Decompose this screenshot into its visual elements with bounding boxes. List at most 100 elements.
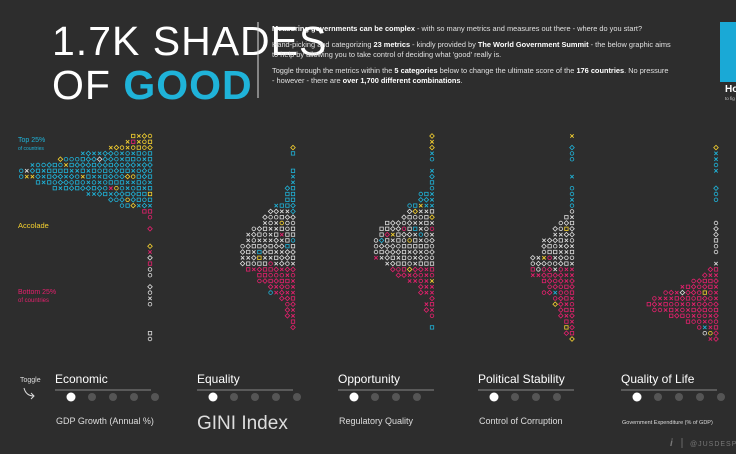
country-mark[interactable] — [47, 180, 52, 185]
country-mark[interactable] — [389, 220, 396, 226]
country-mark[interactable] — [429, 173, 435, 180]
country-mark[interactable] — [290, 186, 296, 191]
country-mark[interactable] — [690, 283, 697, 290]
country-mark[interactable] — [696, 307, 703, 313]
country-mark[interactable] — [69, 162, 74, 168]
country-mark[interactable] — [239, 260, 246, 267]
country-mark[interactable] — [278, 254, 285, 261]
country-mark[interactable] — [267, 283, 274, 290]
country-mark[interactable] — [97, 174, 102, 179]
country-mark[interactable] — [713, 290, 719, 295]
country-mark[interactable] — [379, 249, 384, 255]
country-mark[interactable] — [85, 156, 92, 163]
country-mark[interactable] — [702, 307, 707, 313]
country-mark[interactable] — [424, 203, 429, 208]
country-mark[interactable] — [412, 208, 419, 215]
country-mark[interactable] — [407, 203, 412, 208]
country-mark[interactable] — [86, 191, 91, 197]
country-mark[interactable] — [91, 174, 97, 179]
country-mark[interactable] — [290, 214, 296, 221]
country-mark[interactable] — [30, 174, 35, 179]
country-mark[interactable] — [536, 273, 541, 278]
country-mark[interactable] — [418, 238, 423, 243]
country-mark[interactable] — [290, 191, 296, 197]
country-mark[interactable] — [80, 151, 85, 156]
country-mark[interactable] — [413, 244, 418, 249]
country-mark[interactable] — [401, 261, 407, 266]
country-mark[interactable] — [713, 231, 719, 238]
country-mark[interactable] — [246, 232, 251, 237]
country-mark[interactable] — [142, 139, 147, 144]
country-mark[interactable] — [713, 225, 719, 232]
country-mark[interactable] — [257, 261, 262, 266]
country-mark[interactable] — [285, 226, 290, 231]
country-mark[interactable] — [256, 266, 263, 273]
country-mark[interactable] — [274, 226, 279, 231]
country-mark[interactable] — [142, 197, 147, 202]
country-mark[interactable] — [142, 157, 147, 162]
country-mark[interactable] — [147, 168, 153, 173]
country-mark[interactable] — [35, 168, 41, 173]
country-mark[interactable] — [646, 302, 651, 307]
country-mark[interactable] — [284, 295, 291, 302]
country-mark[interactable] — [125, 157, 130, 162]
country-mark[interactable] — [75, 168, 80, 173]
country-mark[interactable] — [552, 283, 559, 290]
country-mark[interactable] — [102, 180, 108, 185]
country-mark[interactable] — [713, 307, 719, 313]
country-mark[interactable] — [35, 173, 41, 180]
country-mark[interactable] — [541, 278, 547, 284]
country-mark[interactable] — [702, 278, 707, 284]
country-mark[interactable] — [41, 162, 46, 168]
country-mark[interactable] — [385, 261, 390, 266]
country-mark[interactable] — [147, 254, 153, 261]
country-mark[interactable] — [130, 174, 136, 179]
country-mark[interactable] — [79, 162, 86, 168]
country-mark[interactable] — [285, 302, 290, 307]
country-mark[interactable] — [558, 284, 563, 289]
country-mark[interactable] — [373, 255, 379, 260]
country-mark[interactable] — [541, 290, 547, 295]
country-mark[interactable] — [262, 238, 268, 243]
country-mark[interactable] — [136, 162, 141, 168]
country-mark[interactable] — [136, 133, 141, 139]
country-mark[interactable] — [685, 284, 691, 289]
country-mark[interactable] — [417, 266, 424, 273]
country-mark[interactable] — [251, 238, 256, 243]
country-mark[interactable] — [97, 151, 102, 156]
country-mark[interactable] — [63, 174, 69, 179]
country-mark[interactable] — [257, 255, 262, 260]
country-mark[interactable] — [142, 191, 147, 197]
country-mark[interactable] — [35, 162, 41, 168]
country-mark[interactable] — [557, 312, 564, 319]
country-mark[interactable] — [412, 272, 419, 279]
country-mark[interactable] — [547, 261, 552, 266]
metric-dot[interactable] — [109, 393, 117, 401]
country-mark[interactable] — [557, 278, 564, 284]
country-mark[interactable] — [569, 244, 575, 249]
country-mark[interactable] — [147, 336, 153, 342]
country-mark[interactable] — [553, 267, 558, 272]
country-mark[interactable] — [279, 278, 284, 284]
country-mark[interactable] — [285, 284, 290, 289]
country-mark[interactable] — [285, 220, 290, 226]
country-mark[interactable] — [429, 203, 435, 208]
country-mark[interactable] — [141, 202, 148, 209]
metric-dot[interactable] — [632, 392, 642, 402]
country-mark[interactable] — [541, 238, 547, 243]
country-mark[interactable] — [91, 156, 97, 163]
country-mark[interactable] — [553, 232, 558, 237]
country-mark[interactable] — [564, 215, 569, 220]
country-mark[interactable] — [424, 261, 429, 266]
country-mark[interactable] — [679, 289, 686, 296]
country-mark[interactable] — [406, 266, 413, 273]
country-mark[interactable] — [708, 307, 713, 313]
country-mark[interactable] — [290, 238, 296, 243]
country-mark[interactable] — [553, 296, 558, 301]
country-mark[interactable] — [663, 302, 668, 307]
country-mark[interactable] — [558, 238, 563, 243]
country-mark[interactable] — [547, 255, 552, 260]
country-mark[interactable] — [52, 168, 57, 173]
country-mark[interactable] — [663, 296, 668, 301]
country-mark[interactable] — [91, 162, 97, 168]
